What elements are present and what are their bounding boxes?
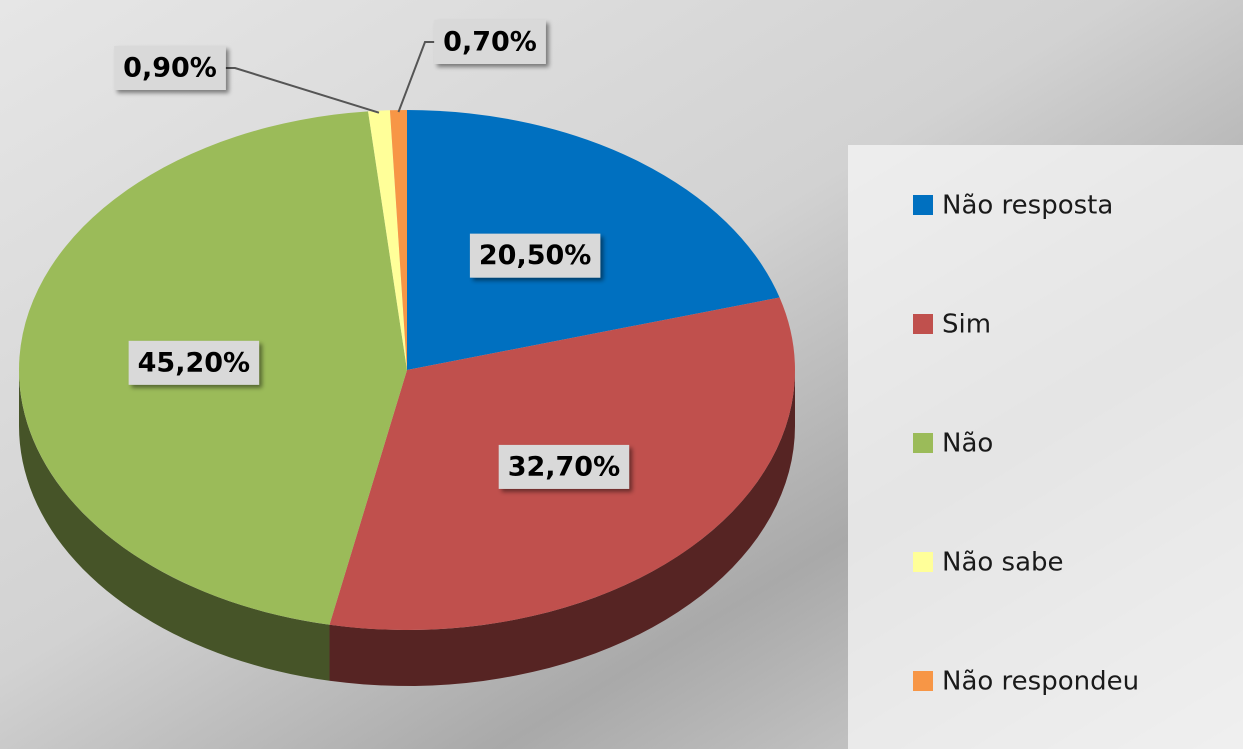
data-label: 32,70% xyxy=(508,451,620,482)
slice-side xyxy=(19,370,330,681)
data-label-group: 0,90% xyxy=(114,46,226,90)
data-label-group: 0,70% xyxy=(434,20,546,64)
data-label-box xyxy=(498,444,630,489)
data-label-box xyxy=(434,20,546,64)
legend-label: Sim xyxy=(942,310,991,340)
legend-label: Não resposta xyxy=(942,191,1113,221)
data-label: 0,70% xyxy=(443,27,537,58)
data-label-box xyxy=(469,233,601,278)
data-label-group: 20,50% xyxy=(469,233,601,278)
legend-box xyxy=(848,145,1243,749)
legend-label: Não xyxy=(942,429,993,459)
pie xyxy=(18,110,795,686)
legend-swatch xyxy=(913,314,933,334)
data-label: 20,50% xyxy=(479,240,591,271)
legend: Não resposta Sim Não Não sabe Não respondeu xyxy=(913,191,1139,697)
legend-label: Não sabe xyxy=(942,548,1064,578)
legend-swatch xyxy=(913,195,933,215)
data-label-group: 32,70% xyxy=(498,444,630,489)
slice xyxy=(389,110,407,370)
slice-side xyxy=(329,370,795,686)
data-label-box xyxy=(114,46,226,90)
leader-line xyxy=(397,41,435,113)
legend-swatch xyxy=(913,433,933,453)
labels: 20,50% 32,70% 45,20% 0,90% 0,70% xyxy=(114,20,630,489)
data-label-group: 45,20% xyxy=(128,340,260,385)
slice xyxy=(368,110,407,370)
data-label: 0,90% xyxy=(123,53,217,84)
legend-swatch xyxy=(913,671,933,691)
legend-swatch xyxy=(913,552,933,572)
data-label-box xyxy=(128,340,260,385)
legend-label: Não respondeu xyxy=(942,667,1139,697)
leader-line xyxy=(225,67,380,114)
data-label: 45,20% xyxy=(138,347,250,378)
